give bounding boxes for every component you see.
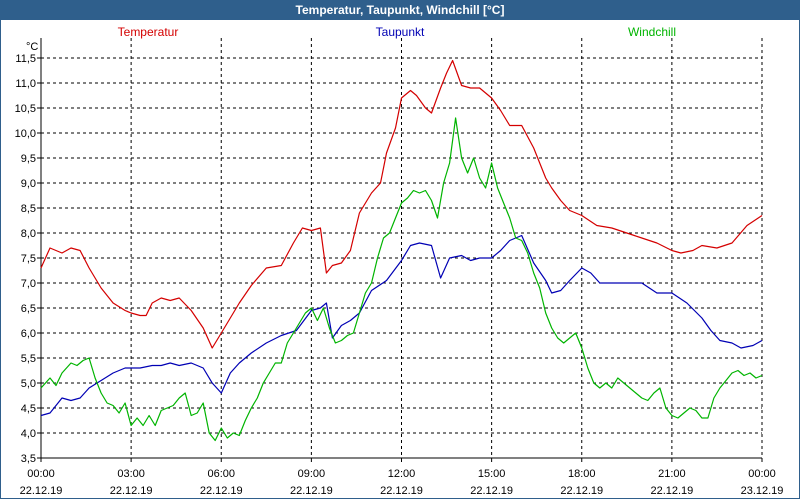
x-tick-time: 00:00 [27, 468, 55, 480]
y-tick-label: 6,0 [21, 328, 36, 340]
chart-frame [0, 20, 800, 499]
x-tick-time: 18:00 [568, 468, 596, 480]
x-tick-date: 22.12.19 [380, 485, 423, 497]
legend-temperatur: Temperatur [118, 25, 179, 39]
x-tick-time: 06:00 [207, 468, 235, 480]
x-tick-date: 22.12.19 [110, 485, 153, 497]
x-tick-date: 22.12.19 [650, 485, 693, 497]
y-tick-label: 4,0 [21, 428, 36, 440]
y-tick-label: 6,5 [21, 303, 36, 315]
x-tick-time: 15:00 [478, 468, 506, 480]
y-tick-label: 11,0 [15, 78, 36, 90]
x-tick-time: 00:00 [748, 468, 776, 480]
x-tick-date: 22.12.19 [560, 485, 603, 497]
chart-title: Temperatur, Taupunkt, Windchill [°C] [0, 0, 800, 20]
x-tick-time: 09:00 [298, 468, 326, 480]
y-tick-label: 8,0 [21, 228, 36, 240]
series-line-taupunkt [40, 234, 763, 417]
y-tick-label: 11,5 [15, 53, 36, 65]
y-tick-label: 5,0 [21, 378, 36, 390]
x-tick-date: 22.12.19 [200, 485, 243, 497]
x-tick-time: 03:00 [117, 468, 145, 480]
legend-windchill: Windchill [628, 25, 676, 39]
x-tick-date: 22.12.19 [20, 485, 63, 497]
line-chart: 3,5 4,0 4,5 5,0 5,5 6,0 6,5 7,0 7,5 8,0 8,5 9,0 9,5 1… [15, 25, 784, 497]
x-tick-time: 12:00 [388, 468, 416, 480]
legend-taupunkt: Taupunkt [376, 25, 425, 39]
y-tick-label: 10,0 [15, 128, 36, 140]
y-tick-label: 7,0 [21, 278, 36, 290]
y-tick-label: 8,5 [21, 203, 36, 215]
series-line-temperatur [40, 59, 763, 349]
y-tick-label: 9,5 [21, 153, 36, 165]
x-tick-date: 22.12.19 [470, 485, 513, 497]
series-line-windchill [40, 117, 763, 442]
x-tick-time: 21:00 [658, 468, 686, 480]
y-tick-label: 5,5 [21, 353, 36, 365]
y-tick-label: 4,5 [21, 403, 36, 415]
y-tick-label: 10,5 [15, 103, 36, 115]
x-tick-date: 23.12.19 [741, 485, 784, 497]
y-tick-label: 9,0 [21, 178, 36, 190]
x-tick-date: 22.12.19 [290, 485, 333, 497]
y-axis-unit-label: °C [26, 41, 38, 53]
y-tick-label: 3,5 [21, 453, 36, 465]
y-tick-label: 7,5 [21, 253, 36, 265]
